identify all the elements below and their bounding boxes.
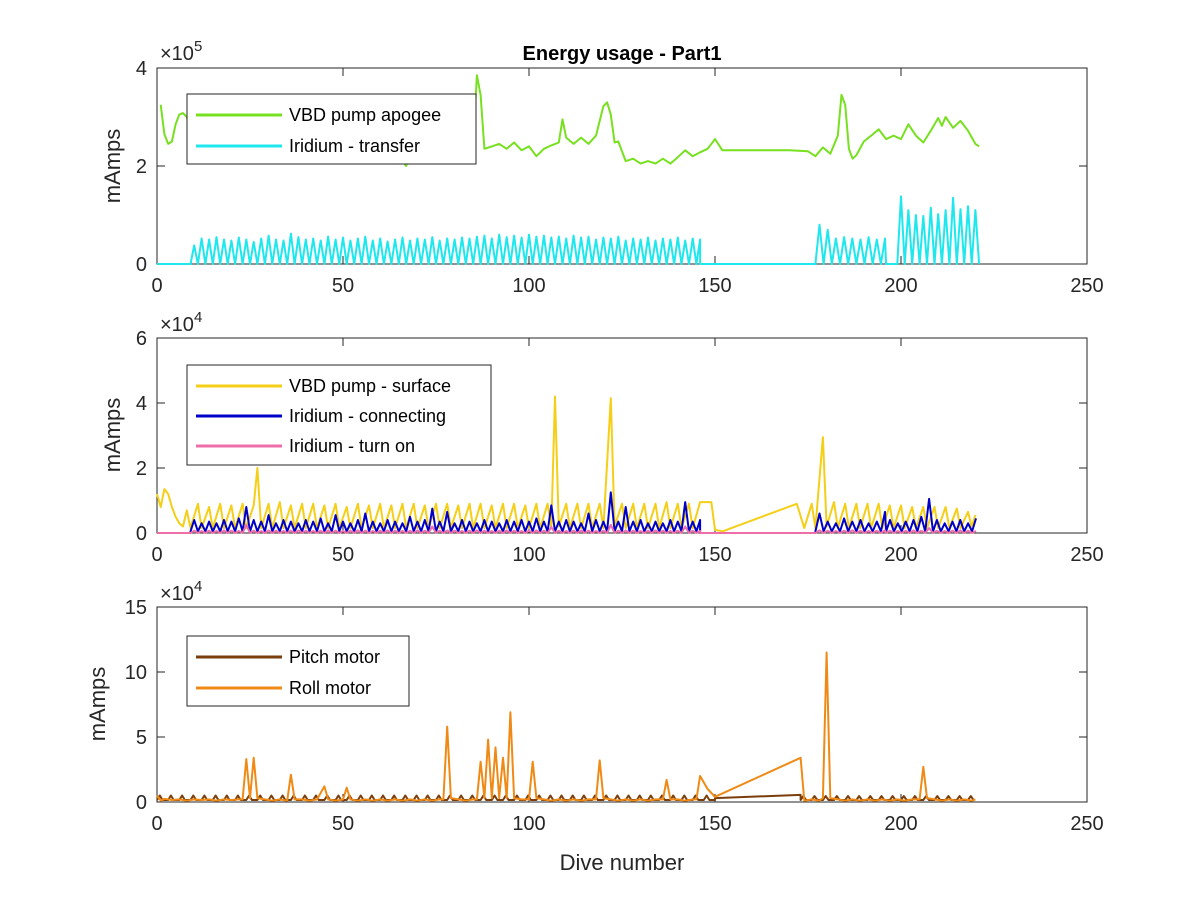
panel-2-exponent: ×104	[160, 309, 202, 336]
panel-2-legend-label-vbd-surface: VBD pump - surface	[289, 376, 451, 396]
panel-3-ytick-label: 10	[125, 662, 147, 684]
panel-1-ylabel: mAmps	[100, 129, 125, 204]
panel-2-ytick-label: 2	[136, 458, 147, 480]
panel-2-ylabel: mAmps	[100, 398, 125, 473]
panel-3-exponent: ×104	[160, 578, 202, 605]
panel-3-series-roll-motor-line	[156, 651, 976, 802]
panel-2-series-iridium-connecting-line	[157, 491, 977, 534]
panel-1-xtick-label: 200	[884, 275, 917, 297]
panel-3-xtick-label: 150	[698, 813, 731, 835]
panel-2-ticks: 0 50 100 150 200 250 0 2 4 6	[136, 328, 1104, 566]
panel-3-xlabel: Dive number	[560, 850, 685, 875]
panel-2-xtick-label: 0	[151, 544, 162, 566]
panel-2-ytick-label: 6	[136, 328, 147, 350]
panel-3-xtick-label: 50	[332, 813, 354, 835]
panel-3-ytick-label: 15	[125, 597, 147, 619]
panel-2-ytick-label: 4	[136, 393, 147, 415]
panel-1-legend-label-iridium-transfer: Iridium - transfer	[289, 136, 420, 156]
panel-1-title: Energy usage - Part1	[523, 43, 722, 65]
panel-2: mAmps ×104 0 50 100 150 200 250 0 2 4 6 VBD pump …	[100, 309, 1104, 566]
panel-2-legend: VBD pump - surface Iridium - connecting …	[186, 364, 492, 466]
panel-3-xtick-label: 0	[151, 813, 162, 835]
panel-3-ytick-label: 0	[136, 792, 147, 814]
panel-3-xtick-label: 200	[884, 813, 917, 835]
panel-3-ylabel: mAmps	[85, 667, 110, 742]
panel-1-legend-label-vbd-apogee: VBD pump apogee	[289, 105, 441, 125]
panel-1-ticks: 0 50 100 150 200 250 0 2 4	[136, 58, 1104, 297]
panel-1-series-iridium-transfer-line	[157, 195, 981, 265]
panel-2-series-vbd-pump-surface-line	[156, 395, 977, 533]
panel-2-xtick-label: 200	[884, 544, 917, 566]
panel-1-exponent: ×105	[160, 38, 202, 65]
panel-2-ytick-label: 0	[136, 523, 147, 545]
panel-2-xtick-label: 150	[698, 544, 731, 566]
panel-1: Energy usage - Part1 mAmps ×105 0 50 100 15…	[100, 38, 1104, 297]
panel-1-xtick-label: 50	[332, 275, 354, 297]
panel-3-xtick-label: 250	[1070, 813, 1103, 835]
panel-1-legend-box	[186, 93, 477, 165]
panel-3: mAmps ×104 Dive number 0 50 100 150 200 250 0 5…	[85, 578, 1104, 875]
panel-2-series-iridium-turn-on-line	[157, 523, 977, 534]
panel-3-plot	[156, 651, 976, 802]
panel-1-xtick-label: 100	[512, 275, 545, 297]
panel-3-legend-label-pitch-motor: Pitch motor	[289, 647, 380, 667]
panel-1-xtick-label: 0	[151, 275, 162, 297]
panel-2-xtick-label: 250	[1070, 544, 1103, 566]
panel-2-legend-label-iridium-turn-on: Iridium - turn on	[289, 436, 415, 456]
panel-2-legend-label-iridium-connecting: Iridium - connecting	[289, 406, 446, 426]
panel-1-xtick-label: 150	[698, 275, 731, 297]
panel-2-plot	[156, 395, 977, 534]
panel-2-xtick-label: 100	[512, 544, 545, 566]
panel-1-xtick-label: 250	[1070, 275, 1103, 297]
panel-3-xtick-label: 100	[512, 813, 545, 835]
panel-3-ticks: 0 50 100 150 200 250 0 5 10 15	[125, 597, 1104, 835]
panel-1-ytick-label: 2	[136, 156, 147, 178]
panel-1-ytick-label: 0	[136, 254, 147, 276]
panel-1-legend: VBD pump apogee Iridium - transfer	[186, 93, 477, 165]
panel-1-ytick-label: 4	[136, 58, 147, 80]
panel-2-xtick-label: 50	[332, 544, 354, 566]
panel-3-legend-box	[186, 635, 410, 707]
panel-3-legend-label-roll-motor: Roll motor	[289, 678, 371, 698]
panel-3-legend: Pitch motor Roll motor	[186, 635, 410, 707]
panel-3-ytick-label: 5	[136, 727, 147, 749]
